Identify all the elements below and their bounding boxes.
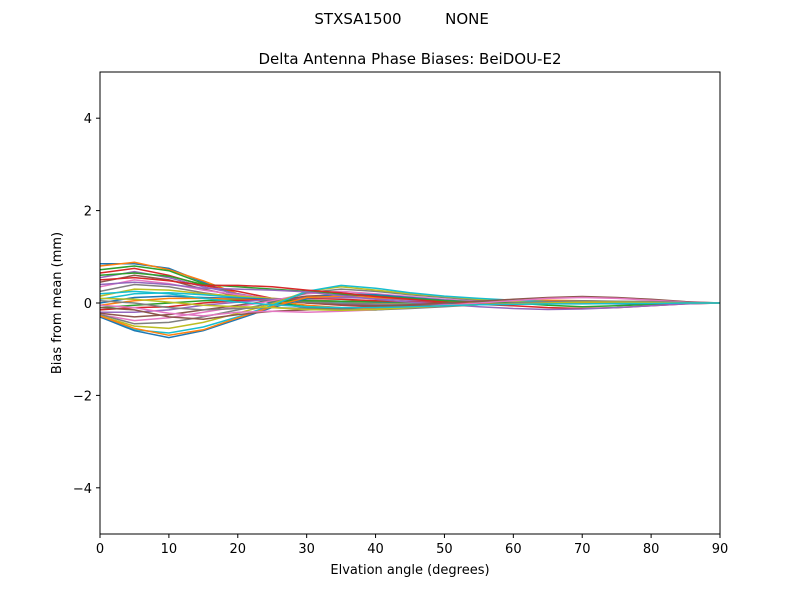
y-tick-label: 4 [84,112,92,127]
y-tick-label: 0 [84,297,92,312]
x-axis-label: Elvation angle (degrees) [330,563,489,578]
plot-area [99,71,721,535]
x-tick-label: 20 [230,542,247,557]
series-line-30 [99,290,720,309]
series-line-26 [99,295,721,320]
series-line-29 [99,297,720,312]
x-tick-label: 30 [298,542,315,557]
x-tick-label: 50 [436,542,453,557]
chart-title: Delta Antenna Phase Biases: BeiDOU-E2 [259,50,562,68]
series-line-23 [99,272,721,308]
x-tick-label: 90 [712,542,729,557]
x-axis: 0 10 20 30 40 50 60 70 80 90 [96,534,728,557]
radome-name: NONE [445,10,489,28]
x-tick-label: 60 [505,542,522,557]
x-tick-label: 80 [643,542,660,557]
y-tick-label: −4 [73,482,92,497]
series-line-28 [99,299,721,311]
y-tick-label: −2 [73,389,92,404]
x-tick-label: 70 [574,542,591,557]
series-group [99,261,721,339]
x-tick-label: 0 [96,542,104,557]
station-name: STXSA1500 [314,10,401,28]
series-line-25 [99,281,721,311]
y-tick-label: 2 [84,205,92,220]
x-tick-label: 10 [161,542,178,557]
y-axis: −4 −2 0 2 4 [73,112,100,497]
y-axis-label: Bias from mean (mm) [50,232,65,374]
x-tick-label: 40 [367,542,384,557]
